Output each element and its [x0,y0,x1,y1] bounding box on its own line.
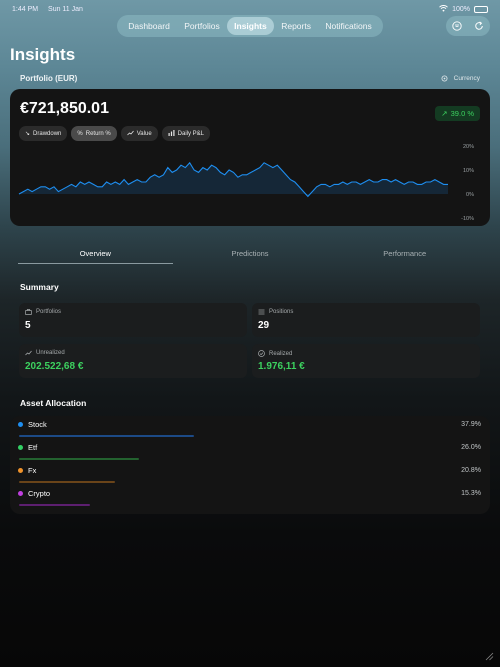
chip-label: Value [136,130,152,137]
portfolio-chart-card: €721,850.01 ↗ 39.0 % ↘ Drawdown % Return… [10,89,490,226]
chart-mode-chips: ↘ Drawdown % Return % Value Daily P&L [19,126,210,141]
top-nav: Dashboard Portfolios Insights Reports No… [117,15,383,37]
nav-tab-portfolios[interactable]: Portfolios [184,21,220,31]
trend-chart-icon [25,350,32,356]
allocation-percent: 20.8% [461,467,481,474]
summary-title: Summary [20,282,59,292]
insight-tabs: Overview Predictions Performance [18,249,482,264]
stat-label: Unrealized [36,350,65,356]
y-tick-label: 0% [466,192,474,198]
portfolio-label: Portfolio (EUR) [20,74,78,83]
status-date: Sun 11 Jan [48,5,83,13]
stat-label: Realized [269,350,293,357]
chart-area-fill [19,162,448,197]
y-tick-label: 20% [463,144,474,150]
tab-performance[interactable]: Performance [383,249,427,258]
list-icon [258,309,265,315]
legend-dot [18,468,23,473]
allocation-name: Crypto [28,489,51,498]
return-chart: 20% 10% 0% -10% [18,144,474,221]
allocation-bar [19,458,140,460]
y-tick-label: 10% [463,168,474,174]
check-circle-icon [258,350,265,357]
tab-overview[interactable]: Overview [18,249,173,264]
allocation-percent: 26.0% [461,444,481,451]
currency-label: Currency [453,75,480,82]
briefcase-icon [25,309,32,315]
allocation-percent: 37.9% [461,421,481,428]
allocation-percent: 15.3% [461,490,481,497]
arrow-down-right-icon: ↘ [25,131,31,137]
currency-button[interactable]: Currency [441,75,480,82]
legend-dot [18,422,23,427]
allocation-row-etf: Etf 26.0% [18,443,481,463]
return-badge: ↗ 39.0 % [435,106,480,121]
chip-daily-pnl[interactable]: Daily P&L [161,126,210,141]
asset-allocation-title: Asset Allocation [20,398,87,408]
page-title: Insights [10,45,76,64]
arrow-up-right-icon: ↗ [441,109,448,118]
nav-tab-insights[interactable]: Insights [227,17,274,35]
allocation-row-fx: Fx 20.8% [18,466,481,486]
refresh-icon[interactable] [472,19,486,33]
legend-dot [18,445,23,450]
nav-tab-notifications[interactable]: Notifications [325,21,372,31]
bar-chart-icon [168,129,175,138]
allocation-row-crypto: Crypto 15.3% [18,489,481,509]
portfolio-header: Portfolio (EUR) Currency [20,74,480,83]
battery-icon [474,5,488,13]
allocation-bar [19,504,90,506]
filter-icon[interactable] [450,19,464,33]
legend-dot [18,491,23,496]
stat-value: 29 [258,320,270,331]
tab-predictions[interactable]: Predictions [231,249,269,258]
chip-label: Return % [85,130,111,137]
stat-label: Portfolios [36,309,62,315]
status-time: 1:44 PM [12,5,39,13]
stat-card-realized[interactable]: Realized 1.976,11 € [252,344,480,378]
stat-label: Positions [269,309,294,315]
chip-label: Drawdown [33,130,62,137]
stat-card-portfolios[interactable]: Portfolios 5 [19,303,247,337]
stat-value: 202.522,68 € [25,361,84,372]
asset-allocation-card: Stock 37.9% Etf 26.0% Fx 20.8% Crypto 15… [10,416,490,514]
top-actions [446,16,490,36]
return-badge-value: 39.0 % [450,109,474,118]
nav-tab-dashboard[interactable]: Dashboard [128,21,170,31]
battery-percent: 100% [452,5,470,13]
chart-series-line [18,161,448,198]
allocation-name: Stock [28,420,47,429]
chip-drawdown[interactable]: ↘ Drawdown [19,126,68,141]
allocation-bar [19,435,195,437]
resize-handle-icon[interactable] [484,651,494,661]
stat-card-unrealized[interactable]: Unrealized 202.522,68 € [19,344,247,378]
allocation-name: Etf [28,443,38,452]
chip-value[interactable]: Value [120,126,158,141]
status-bar: 1:44 PM Sun 11 Jan 100% [12,4,488,14]
stat-card-positions[interactable]: Positions 29 [252,303,480,337]
allocation-row-stock: Stock 37.9% [18,420,481,440]
stat-value: 1.976,11 € [258,361,305,372]
trend-line-icon [126,130,134,138]
allocation-name: Fx [28,466,37,475]
portfolio-value: €721,850.01 [20,100,109,117]
chip-label: Daily P&L [177,130,204,137]
stat-value: 5 [25,320,31,331]
nav-tab-reports[interactable]: Reports [281,21,311,31]
gear-icon [441,75,448,82]
y-tick-label: -10% [461,216,474,221]
wifi-icon [439,4,448,14]
chip-return[interactable]: % Return % [71,126,117,141]
allocation-bar [19,481,116,483]
percent-icon: % [77,130,83,137]
